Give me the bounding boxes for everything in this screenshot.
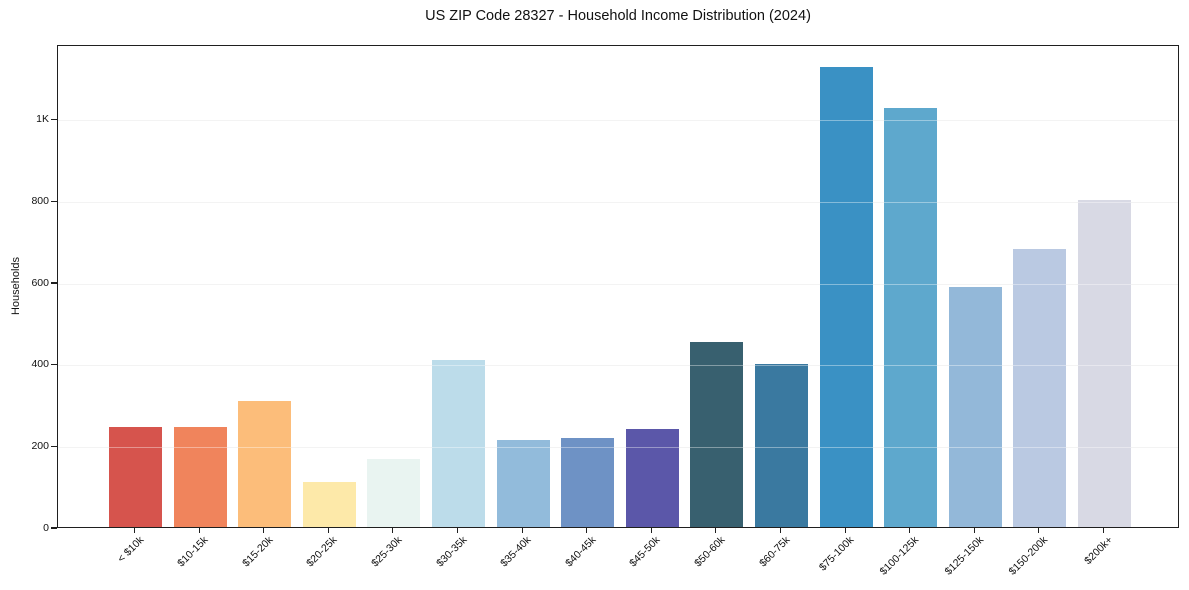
y-tick-label: 600 [31, 276, 49, 289]
bar [948, 286, 1002, 527]
x-tick-mark [715, 528, 717, 533]
x-tick-label: $30-35k [433, 534, 469, 570]
gridline [58, 201, 1178, 203]
x-tick-mark [133, 528, 136, 533]
x-tick-mark [650, 528, 652, 533]
bar [884, 108, 938, 527]
x-tick-mark [909, 528, 911, 533]
y-tick-mark [51, 527, 57, 529]
y-tick-label: 0 [43, 521, 49, 534]
plot-area [57, 45, 1179, 528]
x-tick-mark [521, 528, 523, 533]
y-tick-mark [51, 445, 57, 447]
y-tick-mark [51, 364, 57, 366]
bar [302, 482, 356, 527]
bar [238, 401, 292, 527]
bar [1013, 249, 1067, 527]
x-tick-label: $125-150k [942, 534, 986, 578]
x-tick-label: $35-40k [498, 534, 534, 570]
gridline-overlay [58, 365, 1178, 367]
x-tick-mark [1038, 528, 1040, 533]
bar [173, 427, 227, 527]
y-tick-mark [51, 119, 57, 121]
x-tick-mark [392, 528, 394, 533]
bar [819, 66, 873, 527]
x-tick-label: $25-30k [369, 534, 405, 570]
chart-title: US ZIP Code 28327 - Household Income Dis… [425, 8, 811, 24]
y-tick-label: 200 [31, 439, 49, 452]
bar [690, 342, 744, 527]
x-tick-mark [973, 528, 975, 533]
gridline-overlay [58, 283, 1178, 285]
bar [432, 359, 485, 527]
y-tick-mark [51, 200, 57, 202]
gridline-overlay [58, 446, 1178, 448]
gridline [58, 120, 1178, 122]
x-tick-label: $200k+ [1081, 534, 1115, 568]
x-tick-mark [586, 528, 588, 533]
bar [109, 427, 162, 527]
x-tick-mark [456, 528, 459, 533]
bar [625, 428, 679, 527]
bar [496, 440, 550, 527]
x-tick-mark [844, 528, 846, 533]
x-tick-label: $60-75k [756, 534, 792, 570]
x-tick-label: $100-125k [877, 534, 922, 578]
x-tick-label: $50-60k [692, 534, 728, 570]
x-tick-mark [263, 528, 265, 533]
x-tick-label: $150-200k [1006, 534, 1051, 578]
x-tick-mark [779, 528, 782, 533]
gridline [58, 365, 1178, 367]
x-tick-label: $15-20k [239, 534, 276, 570]
x-tick-label: $40-45k [562, 534, 599, 570]
x-tick-label: < $10k [114, 534, 146, 565]
y-tick-label: 400 [31, 358, 49, 371]
x-tick-mark [198, 528, 200, 533]
gridline-overlay [58, 120, 1178, 122]
gridline [58, 283, 1178, 285]
x-tick-label: $10-15k [175, 534, 211, 570]
x-tick-mark [1102, 528, 1105, 533]
x-tick-mark [327, 528, 329, 533]
y-tick-label: 800 [31, 194, 49, 207]
gridline [58, 446, 1178, 448]
x-tick-label: $75-100k [817, 534, 857, 574]
y-tick-mark [51, 282, 57, 284]
bar [755, 363, 808, 527]
y-tick-label: 1K [36, 113, 49, 126]
bar [367, 458, 421, 527]
x-tick-label: $45-50k [627, 534, 663, 570]
gridline-overlay [58, 201, 1178, 203]
x-tick-label: $20-25k [304, 534, 340, 570]
bar [561, 438, 615, 527]
bar [1078, 200, 1131, 527]
